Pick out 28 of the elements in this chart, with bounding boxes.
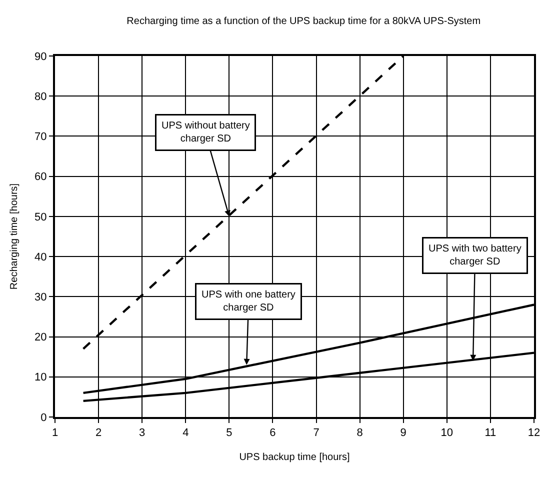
x-tick-label: 4 [182,427,189,440]
y-tick-label: 20 [34,332,47,344]
x-axis-title: UPS backup time [hours] [239,452,350,464]
x-tick-label: 9 [400,427,406,440]
x-tick-label: 6 [270,427,276,440]
y-tick-label: 50 [34,211,47,224]
x-tick-label: 8 [356,427,363,440]
x-tick-label: 10 [440,427,454,440]
y-tick-label: 70 [34,131,47,144]
x-tick-label: 2 [95,427,102,440]
annotation: UPS with one battery charger SD [202,290,296,314]
annotation: UPS with two battery charger SD [428,244,522,268]
y-tick-label: 60 [34,171,47,184]
x-tick-label: 11 [484,427,496,440]
x-tick-label: 5 [226,427,232,440]
chart-title: Recharging time as a function of the UPS backup time for a 80kVA UPS-System [126,16,481,27]
annotation: UPS without battery charger SD [162,120,250,144]
y-tick-label: 40 [34,251,47,264]
y-axis-title: Recharging time [hours] [9,183,20,290]
y-tick-label: 80 [34,90,47,103]
y-tick-label: 90 [34,50,47,63]
y-tick-label: 30 [34,292,47,304]
y-tick-label: 10 [34,372,47,384]
x-tick-label: 3 [139,427,146,440]
x-tick-label: 1 [52,427,58,440]
y-tick-label: 0 [40,412,47,424]
x-tick-label: 12 [528,427,540,440]
x-tick-label: 7 [313,427,320,440]
